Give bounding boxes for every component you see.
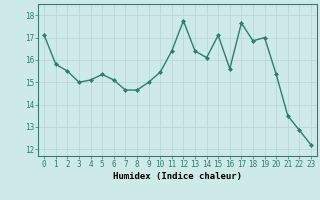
- X-axis label: Humidex (Indice chaleur): Humidex (Indice chaleur): [113, 172, 242, 181]
